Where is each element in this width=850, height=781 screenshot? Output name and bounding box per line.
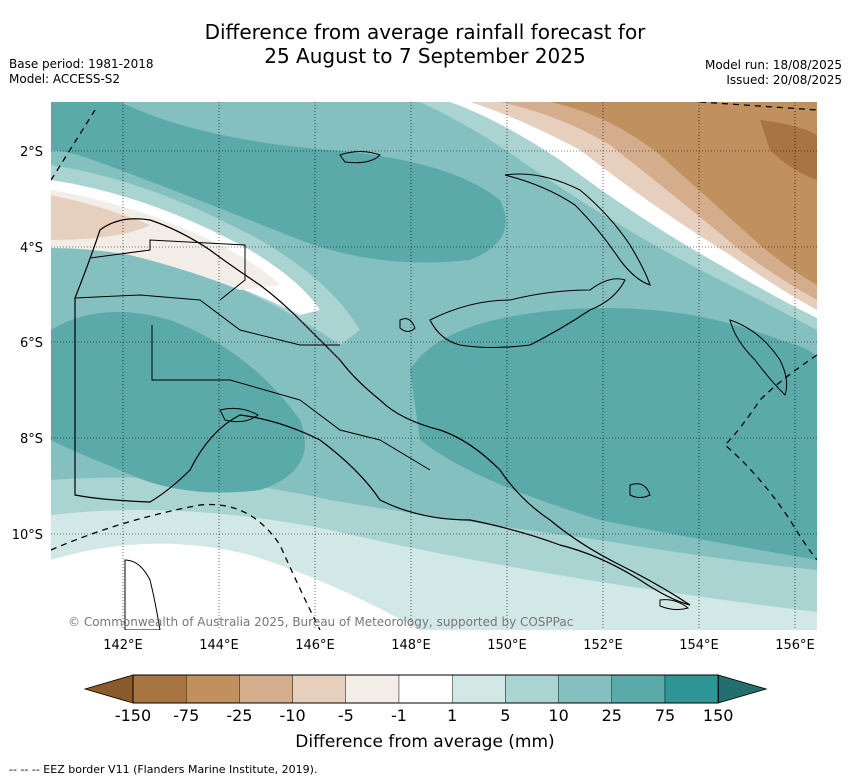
metadata-left: Base period: 1981-2018 Model: ACCESS-S2 — [9, 57, 154, 87]
colorbar-tick-label: 10 — [548, 706, 568, 725]
graticule — [51, 102, 817, 630]
colorbar-outline — [132, 674, 719, 704]
latitude-labels: 2°S 4°S 6°S 8°S 10°S — [12, 145, 43, 543]
field-band-dry — [51, 195, 150, 240]
longitude-labels: 142°E 144°E 146°E 148°E 150°E 152°E 154°… — [103, 638, 815, 653]
colorbar-tick-label: -75 — [173, 706, 199, 725]
lon-label: 154°E — [679, 638, 719, 653]
model-text: Model: ACCESS-S2 — [9, 72, 121, 86]
coastline-fly-delta — [219, 407, 259, 423]
province-border-1 — [74, 294, 340, 346]
rainfall-anomaly-field: © Commonwealth of Australia 2025, Bureau… — [51, 102, 817, 630]
colorbar-arrow-max — [717, 674, 768, 704]
base-period-text: Base period: 1981-2018 — [9, 57, 154, 71]
colorbar-segment — [611, 674, 666, 704]
eez-footnote: -- -- -- EEZ border V11 (Flanders Marine… — [9, 763, 318, 776]
colorbar: -150 -75 -25 -10 -5 -1 1 5 10 25 75 150 — [83, 674, 768, 725]
chart-title-line-1: Difference from average rainfall forecas… — [204, 20, 646, 44]
coastline-mainland — [74, 218, 691, 606]
colorbar-segment — [185, 674, 240, 704]
lon-label: 146°E — [295, 638, 335, 653]
coastline-new-ireland — [504, 173, 651, 286]
field-ne-dry-4 — [760, 120, 817, 180]
colorbar-tick-label: -150 — [115, 706, 151, 725]
eez-border-east — [724, 354, 817, 561]
province-border-3 — [89, 239, 246, 301]
colorbar-tick-label: -25 — [226, 706, 252, 725]
colorbar-tick-label: 5 — [500, 706, 510, 725]
coastline-rossel — [659, 599, 690, 611]
colorbar-segment — [398, 674, 453, 704]
eez-border-ne — [699, 102, 817, 111]
colorbar-segment — [239, 674, 293, 704]
colorbar-segment — [132, 674, 187, 704]
colorbar-segment — [505, 674, 559, 704]
coastline-bougainville — [729, 319, 788, 396]
metadata-right: Model run: 18/08/2025 Issued: 20/08/2025 — [705, 58, 842, 88]
colorbar-segment — [292, 674, 347, 704]
colorbar-tick-label: -5 — [338, 706, 354, 725]
coastline-cape-york — [124, 559, 161, 630]
lat-label: 8°S — [20, 432, 43, 447]
lon-label: 156°E — [775, 638, 815, 653]
field-ne-dry-3 — [550, 102, 817, 285]
colorbar-segment — [345, 674, 400, 704]
coastline-new-britain — [429, 278, 626, 349]
field-north-strong — [51, 102, 506, 263]
lon-label: 150°E — [487, 638, 527, 653]
colorbar-tick-label: 1 — [447, 706, 457, 725]
copyright-text: © Commonwealth of Australia 2025, Bureau… — [68, 615, 573, 629]
field-west-strong — [51, 312, 305, 493]
lon-label: 142°E — [103, 638, 143, 653]
colorbar-tick-label: 75 — [655, 706, 675, 725]
lat-label: 10°S — [12, 528, 43, 543]
colorbar-title: Difference from average (mm) — [295, 732, 554, 752]
lon-label: 148°E — [391, 638, 431, 653]
chart-title-line-2: 25 August to 7 September 2025 — [264, 44, 586, 68]
province-border-4 — [299, 399, 431, 471]
colorbar-segment — [558, 674, 612, 704]
model-run-text: Model run: 18/08/2025 — [704, 58, 842, 72]
field-east-strong — [410, 308, 817, 560]
colorbar-tick-label: 150 — [703, 706, 734, 725]
eez-border-west — [51, 109, 96, 181]
colorbar-segment — [452, 674, 506, 704]
province-border-2 — [151, 325, 301, 401]
colorbar-tick-label: -10 — [280, 706, 306, 725]
coastline-island — [399, 318, 416, 332]
coastline-manus — [339, 151, 381, 164]
lon-label: 152°E — [583, 638, 623, 653]
eez-border-south — [51, 503, 321, 630]
colorbar-tick-label: -1 — [391, 706, 407, 725]
lat-label: 2°S — [20, 145, 43, 160]
colorbar-segment — [664, 674, 719, 704]
colorbar-tick-label: 25 — [602, 706, 622, 725]
field-sw-neutral — [51, 543, 420, 630]
issued-text: Issued: 20/08/2025 — [726, 73, 842, 87]
lat-label: 4°S — [20, 241, 43, 256]
colorbar-arrow-min — [83, 674, 134, 704]
lon-label: 144°E — [199, 638, 239, 653]
coastline-island-east — [629, 483, 651, 498]
lat-label: 6°S — [20, 336, 43, 351]
